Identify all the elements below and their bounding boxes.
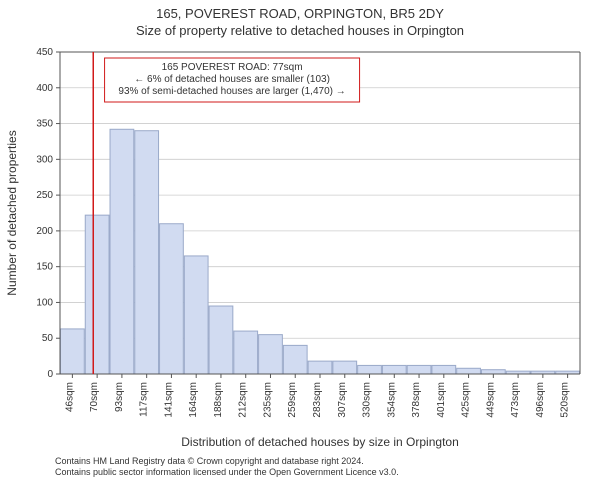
x-tick-label: 307sqm — [337, 382, 348, 418]
page-subtitle: Size of property relative to detached ho… — [0, 23, 600, 38]
x-tick-label: 354sqm — [386, 382, 397, 418]
svg-text:200: 200 — [36, 226, 53, 237]
x-tick-label: 330sqm — [362, 382, 373, 418]
histogram-bar — [432, 365, 456, 374]
svg-text:300: 300 — [36, 154, 53, 165]
svg-text:400: 400 — [36, 83, 53, 94]
x-tick-label: 283sqm — [312, 382, 323, 418]
x-tick-label: 449sqm — [485, 382, 496, 418]
footer-attribution: Contains HM Land Registry data © Crown c… — [0, 452, 600, 479]
histogram-bar — [481, 370, 505, 374]
histogram-bar — [85, 215, 109, 374]
svg-text:100: 100 — [36, 297, 53, 308]
x-tick-label: 425sqm — [461, 382, 472, 418]
histogram-bar — [61, 329, 85, 374]
x-tick-label: 188sqm — [213, 382, 224, 418]
x-axis-label: Distribution of detached houses by size … — [181, 435, 459, 449]
x-tick-label: 117sqm — [139, 382, 150, 417]
histogram-bar — [209, 306, 233, 374]
x-tick-label: 164sqm — [188, 382, 199, 418]
x-tick-label: 46sqm — [64, 382, 75, 412]
svg-text:250: 250 — [36, 190, 53, 201]
x-tick-label: 496sqm — [535, 382, 546, 418]
histogram-bar — [283, 345, 307, 374]
x-tick-label: 212sqm — [238, 382, 249, 418]
x-tick-label: 70sqm — [89, 382, 100, 412]
x-tick-label: 520sqm — [560, 382, 571, 418]
histogram-bar — [457, 368, 481, 374]
x-tick-label: 235sqm — [262, 382, 273, 418]
chart-container: 165, POVEREST ROAD, ORPINGTON, BR5 2DY S… — [0, 0, 600, 500]
footer-line-2: Contains public sector information licen… — [55, 467, 590, 478]
footer-line-1: Contains HM Land Registry data © Crown c… — [55, 456, 590, 467]
histogram-chart: 0 50 100 150 200 250 300 350 400 450 46sqm 70sqm 93s… — [0, 42, 600, 452]
x-tick-label: 378sqm — [411, 382, 422, 418]
x-tick-label: 93sqm — [114, 382, 125, 412]
svg-text:0: 0 — [47, 369, 53, 380]
annotation-line: 165 POVEREST ROAD: 77sqm — [162, 62, 303, 73]
svg-text:350: 350 — [36, 119, 53, 130]
x-tick-label: 401sqm — [436, 382, 447, 418]
histogram-bar — [184, 256, 208, 374]
histogram-bar — [160, 224, 184, 374]
annotation-line: ← 6% of detached houses are smaller (103… — [134, 74, 330, 85]
histogram-bar — [382, 365, 406, 374]
y-axis-label: Number of detached properties — [5, 130, 19, 295]
x-tick-label: 473sqm — [510, 382, 521, 418]
svg-text:150: 150 — [36, 262, 53, 273]
histogram-bar — [234, 331, 258, 374]
annotation-line: 93% of semi-detached houses are larger (… — [118, 86, 345, 97]
svg-text:450: 450 — [36, 47, 53, 58]
histogram-bar — [358, 365, 382, 374]
x-tick-label: 259sqm — [287, 382, 298, 418]
histogram-bar — [333, 361, 357, 374]
histogram-bar — [259, 335, 283, 374]
page-title: 165, POVEREST ROAD, ORPINGTON, BR5 2DY — [0, 6, 600, 21]
x-tick-label: 141sqm — [163, 382, 174, 418]
svg-text:50: 50 — [42, 333, 54, 344]
histogram-bar — [110, 129, 134, 374]
histogram-bar — [407, 365, 431, 374]
histogram-bar — [308, 361, 332, 374]
histogram-bar — [135, 131, 159, 374]
